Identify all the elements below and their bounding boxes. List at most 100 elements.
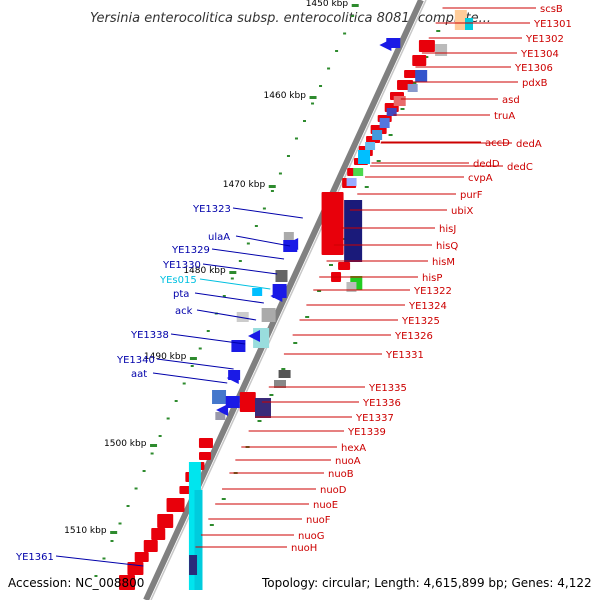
scale-dot [257, 420, 262, 422]
gene-label-right: YE1324 [408, 301, 447, 312]
scale-dot [343, 32, 347, 35]
scale-dot [110, 540, 114, 542]
gene-block [231, 340, 246, 352]
scale-dot [142, 470, 146, 472]
gene-label-right: YE1326 [394, 331, 433, 342]
label-leader-line [196, 309, 257, 321]
gene-label-right: YE1336 [362, 398, 401, 409]
gene-label-left: YE1338 [130, 330, 169, 341]
gene-label-left: pta [173, 289, 189, 300]
scale-dot [134, 487, 138, 490]
scale-dot [246, 242, 250, 245]
scale-dot [400, 108, 405, 110]
reverse-arrow [248, 330, 260, 342]
gene-label-right: nuoF [306, 515, 331, 526]
gene-label-right: YE1322 [413, 286, 452, 297]
scale-dot [174, 400, 178, 402]
gene-label-right: hisQ [436, 241, 458, 252]
gene-block [236, 312, 249, 322]
scale-dot [206, 330, 210, 332]
gene-label-right: dedC [507, 162, 533, 173]
gene-block [346, 282, 357, 292]
gene-block [393, 96, 406, 106]
forward-gene-block [151, 528, 166, 540]
gene-label-right: YE1306 [514, 63, 553, 74]
label-leader-line [156, 358, 234, 370]
gene-block [212, 390, 227, 404]
forward-gene-block [166, 498, 185, 512]
gene-label-right: YE1339 [347, 427, 386, 438]
tick-mark [189, 357, 197, 360]
gene-block [465, 18, 473, 30]
label-leader-line [235, 235, 291, 247]
tick-label: 1510 kbp [64, 526, 107, 536]
scale-dot [182, 382, 186, 385]
tick-label: 1480 kbp [183, 266, 226, 276]
tick-mark [268, 185, 276, 188]
gene-block [278, 370, 291, 378]
gene-label-right: hexA [341, 443, 366, 454]
scale-dot [158, 435, 162, 437]
gene-label-right: YE1335 [368, 383, 407, 394]
gene-block [261, 308, 276, 322]
tick-mark [229, 271, 237, 274]
gene-block [225, 396, 240, 408]
gene-label-right: nuoH [291, 543, 317, 554]
scale-dot [286, 155, 290, 157]
scale-dot [222, 295, 226, 297]
backbone-line [143, 0, 424, 600]
scale-dot [221, 498, 226, 500]
gene-block [274, 380, 286, 388]
gene-label-right: pdxB [522, 78, 548, 89]
gene-label-left: YE1330 [162, 260, 201, 271]
gene-block [415, 70, 428, 82]
accession-text: Accession: NC_008800 [8, 576, 144, 590]
forward-gene-block [119, 575, 136, 590]
scale-dot [329, 264, 333, 266]
tick-mark [110, 531, 118, 534]
tick-label: 1460 kbp [264, 91, 307, 101]
scale-dot [278, 172, 282, 175]
forward-gene-block [199, 452, 211, 460]
label-leader-line [170, 333, 246, 345]
gene-label-right: YE1337 [355, 413, 394, 424]
forward-gene-block [412, 55, 427, 66]
gene-label-right: hisM [432, 257, 455, 268]
forward-gene-block [134, 552, 149, 562]
label-leader-line [211, 248, 285, 260]
gene-block [435, 44, 448, 56]
scale-dot [150, 452, 154, 455]
gene-block [255, 398, 271, 418]
tick-mark [309, 96, 317, 99]
reverse-arrow [379, 39, 392, 51]
scale-dot [327, 67, 331, 70]
reverse-arrow [286, 238, 299, 250]
scale-dot [293, 342, 298, 344]
gene-label-right: asd [502, 95, 520, 106]
scale-dot [118, 522, 122, 525]
scale-dot [311, 102, 315, 105]
gene-label-right: hisJ [439, 224, 456, 235]
gene-label-right: ubiX [451, 206, 473, 217]
scale-dot [436, 30, 441, 32]
gene-label-right: YE1304 [520, 49, 559, 60]
gene-label-left: ulaA [208, 232, 230, 243]
forward-gene-block [239, 392, 256, 412]
gene-label-right: dedA [516, 139, 542, 150]
scale-dot [317, 290, 322, 292]
scale-dot [254, 225, 258, 227]
gene-block [344, 200, 363, 262]
scale-dot [376, 160, 381, 162]
scale-dot [102, 557, 106, 560]
gene-label-right: YE1301 [533, 19, 572, 30]
tick-label: 1450 kbp [306, 0, 349, 9]
scale-dot [126, 505, 130, 507]
gene-label-right: YE1331 [385, 350, 424, 361]
scale-dot [230, 277, 234, 280]
gene-block [353, 168, 364, 176]
gene-block [372, 130, 383, 140]
tick-label: 1490 kbp [144, 352, 187, 362]
scale-dot [94, 575, 98, 577]
